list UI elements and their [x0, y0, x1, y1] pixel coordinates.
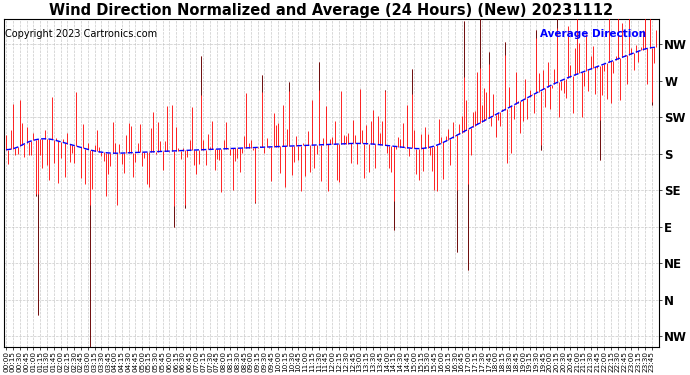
Text: Average Direction: Average Direction [540, 29, 646, 39]
Text: Copyright 2023 Cartronics.com: Copyright 2023 Cartronics.com [6, 29, 157, 39]
Title: Wind Direction Normalized and Average (24 Hours) (New) 20231112: Wind Direction Normalized and Average (2… [49, 3, 613, 18]
